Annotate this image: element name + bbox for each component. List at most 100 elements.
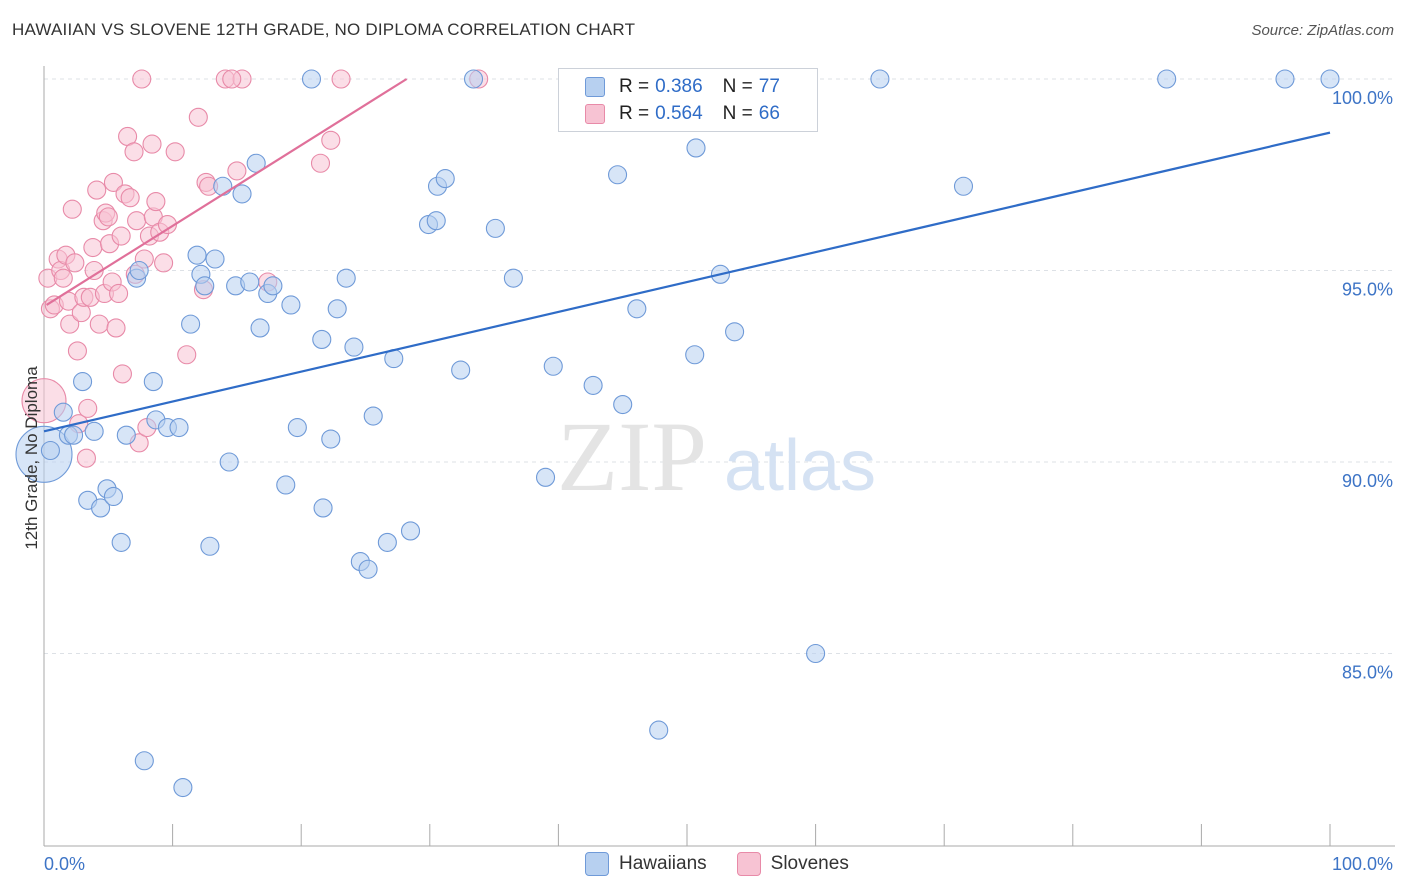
hawaiians-point — [426, 211, 446, 231]
hawaiians-point — [485, 218, 505, 238]
legend-row-slovenes: R = 0.564 N = 66 — [585, 102, 780, 126]
hawaiians-point — [200, 536, 220, 556]
legend-n-label: N = — [722, 103, 753, 124]
slovenes-point — [53, 268, 73, 288]
hawaiians-point — [535, 467, 556, 487]
slovenes-point — [120, 188, 140, 208]
slovenes-point — [146, 192, 166, 212]
slovenes-point — [78, 398, 98, 418]
hawaiians-point — [685, 345, 705, 365]
slovenes-point — [222, 69, 242, 89]
hawaiians-point — [953, 176, 974, 196]
legend-r-label: R = — [619, 76, 650, 97]
x-tick-label: 0.0% — [44, 854, 85, 874]
hawaiians-point — [435, 169, 455, 189]
hawaiians-point — [870, 69, 890, 89]
y-tick-label: 90.0% — [1342, 471, 1393, 491]
slovenes-point — [132, 69, 152, 89]
legend-n-value: 77 — [758, 76, 780, 97]
legend-r-value: 0.386 — [655, 76, 703, 97]
hawaiians-point — [1320, 69, 1340, 89]
legend-n-value: 66 — [758, 103, 780, 124]
legend-label-hawaiians: Hawaiians — [619, 853, 707, 874]
hawaiians-point — [91, 498, 111, 518]
legend-swatch-pink — [585, 104, 605, 124]
y-tick-label: 100.0% — [1332, 88, 1393, 108]
hawaiians-point — [53, 402, 73, 422]
hawaiians-point — [336, 268, 356, 288]
hawaiians-point — [358, 559, 378, 579]
hawaiians-point — [263, 276, 283, 296]
hawaiians-point — [64, 425, 84, 445]
legend-row-hawaiians: R = 0.386 N = 77 — [585, 75, 780, 99]
slovenes-point — [165, 142, 185, 162]
hawaiians-point — [173, 777, 193, 798]
hawaiians-point — [377, 532, 397, 552]
watermark-zip: ZIP — [557, 401, 707, 512]
hawaiians-point — [240, 272, 260, 292]
hawaiians-point — [116, 425, 136, 445]
hawaiians-point — [301, 69, 322, 89]
slovenes-point — [60, 314, 80, 334]
legend-n-label: N = — [722, 76, 753, 97]
slovenes-point — [62, 199, 82, 219]
hawaiians-point — [363, 406, 383, 426]
hawaiians-point — [463, 69, 484, 89]
hawaiians-point — [169, 417, 189, 438]
slovenes-point — [321, 130, 341, 150]
slovenes-point — [67, 341, 87, 361]
hawaiians-point — [181, 314, 201, 334]
hawaiians-point — [321, 429, 341, 449]
hawaiians-point — [195, 276, 215, 296]
hawaiians-point — [725, 322, 745, 342]
slovenes-point — [111, 226, 131, 246]
slovenes-point — [76, 448, 96, 468]
x-tick-label: 100.0% — [1332, 854, 1393, 874]
hawaiians-point — [250, 318, 270, 338]
hawaiians-points — [15, 69, 1340, 798]
hawaiians-point — [205, 249, 225, 269]
hawaiians-point — [84, 421, 104, 441]
hawaiians-point — [543, 356, 563, 376]
slovenes-point — [310, 153, 331, 173]
hawaiians-point — [313, 498, 333, 518]
hawaiians-point — [627, 299, 647, 319]
hawaiians-point — [276, 475, 296, 495]
slovenes-point — [127, 211, 147, 231]
slovenes-point — [65, 253, 85, 273]
hawaiians-point — [686, 138, 706, 158]
hawaiians-point — [281, 295, 301, 315]
hawaiians-point — [400, 521, 421, 541]
hawaiians-point — [312, 329, 332, 349]
hawaiians-point — [613, 394, 633, 415]
slovenes-point — [188, 107, 208, 127]
hawaiians-point — [143, 372, 163, 392]
slovenes-point — [112, 364, 132, 384]
hawaiians-point — [649, 720, 669, 740]
source-credit: Source: ZipAtlas.com — [1251, 22, 1394, 39]
slovenes-point — [87, 180, 107, 200]
hawaiians-point — [608, 165, 628, 185]
hawaiians-point — [583, 375, 603, 395]
legend-item-hawaiians[interactable]: Hawaiians — [585, 852, 707, 876]
legend-swatch-pink — [736, 852, 761, 876]
watermark-atlas: atlas — [724, 426, 876, 506]
axes — [43, 66, 1395, 847]
trend-lines — [43, 78, 1331, 433]
hawaiians-point — [187, 245, 207, 265]
legend-swatch-blue — [585, 852, 609, 876]
hawaiians-point — [287, 417, 307, 438]
series-legend: Hawaiians Slovenes — [585, 852, 879, 876]
hawaiians-point — [344, 337, 364, 357]
legend-item-slovenes[interactable]: Slovenes — [736, 852, 849, 876]
hawaiians-point — [327, 299, 347, 319]
legend-swatch-blue — [585, 77, 605, 97]
hawaiians-trend-line — [43, 131, 1331, 433]
hawaiians-point — [73, 372, 93, 392]
slovenes-trend-line — [45, 78, 408, 306]
hawaiians-point — [451, 360, 471, 380]
slovenes-point — [89, 314, 109, 334]
slovenes-point — [103, 172, 123, 192]
hawaiians-point — [1275, 69, 1295, 89]
